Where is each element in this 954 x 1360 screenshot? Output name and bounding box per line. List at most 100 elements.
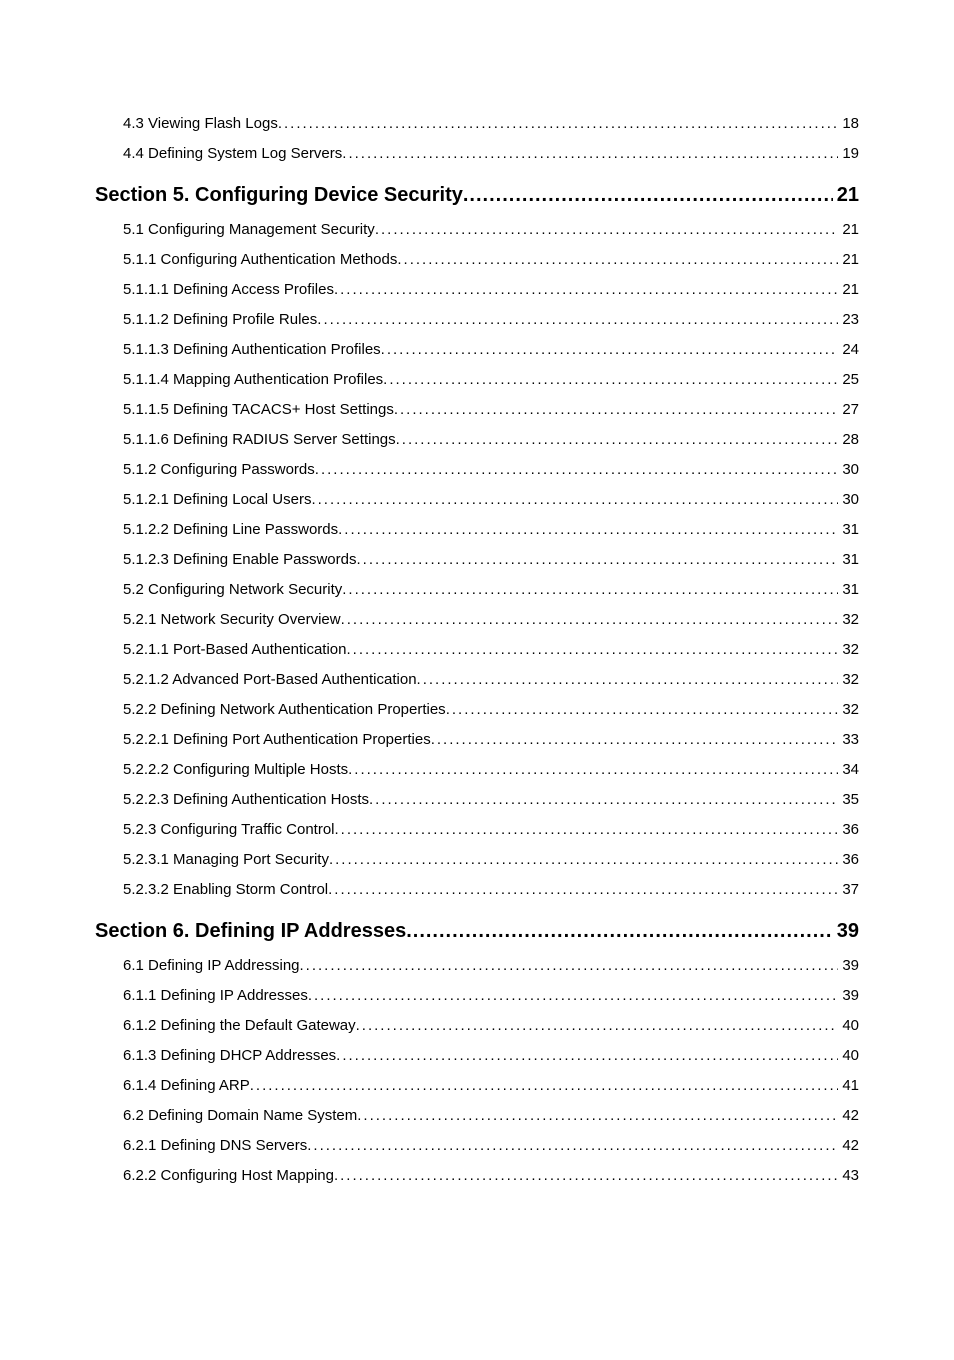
toc-entry-label: 5.1 Configuring Management Security — [123, 221, 375, 238]
toc-page-number: 36 — [838, 821, 859, 838]
toc-entry: 6.1 Defining IP Addressing 39 — [95, 957, 859, 974]
toc-leader-dots — [381, 341, 839, 358]
toc-page-number: 18 — [838, 115, 859, 132]
toc-entry-label: 5.1.1.1 Defining Access Profiles — [123, 281, 334, 298]
toc-page-number: 21 — [838, 221, 859, 238]
toc-page-number: 32 — [838, 701, 859, 718]
toc-leader-dots — [307, 1137, 838, 1154]
toc-page-number: 32 — [838, 671, 859, 688]
table-of-contents: 4.3 Viewing Flash Logs 18 4.4 Defining Sy… — [95, 115, 859, 1184]
toc-entry: 5.2.2.2 Configuring Multiple Hosts 34 — [95, 761, 859, 778]
toc-entry: 5.1.1.3 Defining Authentication Profiles… — [95, 341, 859, 358]
toc-entry-label: 5.1.1.6 Defining RADIUS Server Settings — [123, 431, 396, 448]
toc-entry-label: 5.2.3.1 Managing Port Security — [123, 851, 329, 868]
toc-entry-label: 5.1.2.1 Defining Local Users — [123, 491, 311, 508]
toc-entry-label: 6.2 Defining Domain Name System — [123, 1107, 357, 1124]
toc-entry: 5.2.2.3 Defining Authentication Hosts 35 — [95, 791, 859, 808]
toc-leader-dots — [394, 401, 838, 418]
toc-leader-dots — [463, 184, 833, 207]
toc-entry-label: 5.2.3 Configuring Traffic Control — [123, 821, 335, 838]
toc-entry-label: 5.2.2.2 Configuring Multiple Hosts — [123, 761, 348, 778]
toc-leader-dots — [396, 431, 839, 448]
toc-entry: 5.2 Configuring Network Security 31 — [95, 581, 859, 598]
toc-page-number: 21 — [833, 184, 859, 207]
toc-leader-dots — [406, 920, 833, 943]
toc-page-number: 24 — [838, 341, 859, 358]
toc-leader-dots — [397, 251, 838, 268]
toc-entry-label: 5.2.1 Network Security Overview — [123, 611, 341, 628]
toc-entry-label: 5.2.3.2 Enabling Storm Control — [123, 881, 328, 898]
toc-entry: 5.1.1.5 Defining TACACS+ Host Settings 2… — [95, 401, 859, 418]
toc-entry: 4.3 Viewing Flash Logs 18 — [95, 115, 859, 132]
toc-entry: 5.1.2.3 Defining Enable Passwords 31 — [95, 551, 859, 568]
toc-entry-label: 6.1.1 Defining IP Addresses — [123, 987, 308, 1004]
toc-page-number: 31 — [838, 551, 859, 568]
toc-page-number: 31 — [838, 521, 859, 538]
toc-entry-label: 5.2.2.3 Defining Authentication Hosts — [123, 791, 369, 808]
toc-leader-dots — [250, 1077, 839, 1094]
toc-entry-label: 5.1.2 Configuring Passwords — [123, 461, 315, 478]
toc-page-number: 40 — [838, 1017, 859, 1034]
toc-leader-dots — [328, 881, 838, 898]
toc-leader-dots — [315, 461, 839, 478]
toc-page-number: 35 — [838, 791, 859, 808]
toc-entry-label: 5.1.1.5 Defining TACACS+ Host Settings — [123, 401, 394, 418]
toc-section-heading: Section 5. Configuring Device Security 2… — [95, 184, 859, 207]
toc-entry-label: 5.2.1.2 Advanced Port-Based Authenticati… — [123, 671, 417, 688]
toc-entry: 5.2.3.2 Enabling Storm Control 37 — [95, 881, 859, 898]
toc-page-number: 19 — [838, 145, 859, 162]
toc-entry-label: 5.1.1 Configuring Authentication Methods — [123, 251, 397, 268]
toc-entry: 6.1.3 Defining DHCP Addresses 40 — [95, 1047, 859, 1064]
toc-entry-label: Section 5. Configuring Device Security — [95, 184, 463, 207]
toc-entry: 5.2.3 Configuring Traffic Control 36 — [95, 821, 859, 838]
toc-entry-label: 5.2.2 Defining Network Authentication Pr… — [123, 701, 446, 718]
toc-leader-dots — [300, 957, 839, 974]
toc-entry: 5.1.1 Configuring Authentication Methods… — [95, 251, 859, 268]
toc-entry: 5.1.1.1 Defining Access Profiles 21 — [95, 281, 859, 298]
toc-entry: 4.4 Defining System Log Servers 19 — [95, 145, 859, 162]
toc-leader-dots — [334, 1167, 838, 1184]
toc-page-number: 30 — [838, 461, 859, 478]
toc-entry-label: 6.2.2 Configuring Host Mapping — [123, 1167, 334, 1184]
toc-entry-label: 6.1 Defining IP Addressing — [123, 957, 300, 974]
toc-entry-label: 6.1.3 Defining DHCP Addresses — [123, 1047, 336, 1064]
toc-leader-dots — [446, 701, 839, 718]
toc-entry-label: 4.4 Defining System Log Servers — [123, 145, 342, 162]
toc-entry-label: 5.1.2.3 Defining Enable Passwords — [123, 551, 356, 568]
toc-leader-dots — [431, 731, 839, 748]
toc-leader-dots — [335, 821, 839, 838]
toc-page-number: 25 — [838, 371, 859, 388]
toc-page-number: 34 — [838, 761, 859, 778]
toc-page-number: 42 — [838, 1137, 859, 1154]
toc-entry-label: 5.1.2.2 Defining Line Passwords — [123, 521, 338, 538]
toc-page-number: 43 — [838, 1167, 859, 1184]
toc-page-number: 32 — [838, 611, 859, 628]
toc-entry: 5.1.1.4 Mapping Authentication Profiles … — [95, 371, 859, 388]
toc-page-number: 31 — [838, 581, 859, 598]
toc-entry: 5.1.1.2 Defining Profile Rules 23 — [95, 311, 859, 328]
toc-leader-dots — [356, 551, 838, 568]
toc-entry-label: 6.2.1 Defining DNS Servers — [123, 1137, 307, 1154]
toc-leader-dots — [311, 491, 838, 508]
toc-entry-label: 5.1.1.3 Defining Authentication Profiles — [123, 341, 381, 358]
toc-leader-dots — [346, 641, 838, 658]
toc-page-number: 23 — [838, 311, 859, 328]
toc-entry-label: 6.1.4 Defining ARP — [123, 1077, 250, 1094]
toc-page-number: 27 — [838, 401, 859, 418]
toc-entry: 5.1.2 Configuring Passwords 30 — [95, 461, 859, 478]
toc-entry: 5.1 Configuring Management Security 21 — [95, 221, 859, 238]
toc-entry-label: 5.2.2.1 Defining Port Authentication Pro… — [123, 731, 431, 748]
toc-leader-dots — [357, 1107, 838, 1124]
toc-entry: 6.1.2 Defining the Default Gateway 40 — [95, 1017, 859, 1034]
toc-page-number: 41 — [838, 1077, 859, 1094]
toc-entry-label: 6.1.2 Defining the Default Gateway — [123, 1017, 356, 1034]
toc-page-number: 21 — [838, 251, 859, 268]
toc-leader-dots — [329, 851, 838, 868]
toc-entry: 6.2.1 Defining DNS Servers 42 — [95, 1137, 859, 1154]
toc-entry: 5.2.1 Network Security Overview 32 — [95, 611, 859, 628]
toc-leader-dots — [417, 671, 839, 688]
toc-page-number: 39 — [833, 920, 859, 943]
toc-leader-dots — [356, 1017, 839, 1034]
toc-entry-label: Section 6. Defining IP Addresses — [95, 920, 406, 943]
toc-page-number: 21 — [838, 281, 859, 298]
